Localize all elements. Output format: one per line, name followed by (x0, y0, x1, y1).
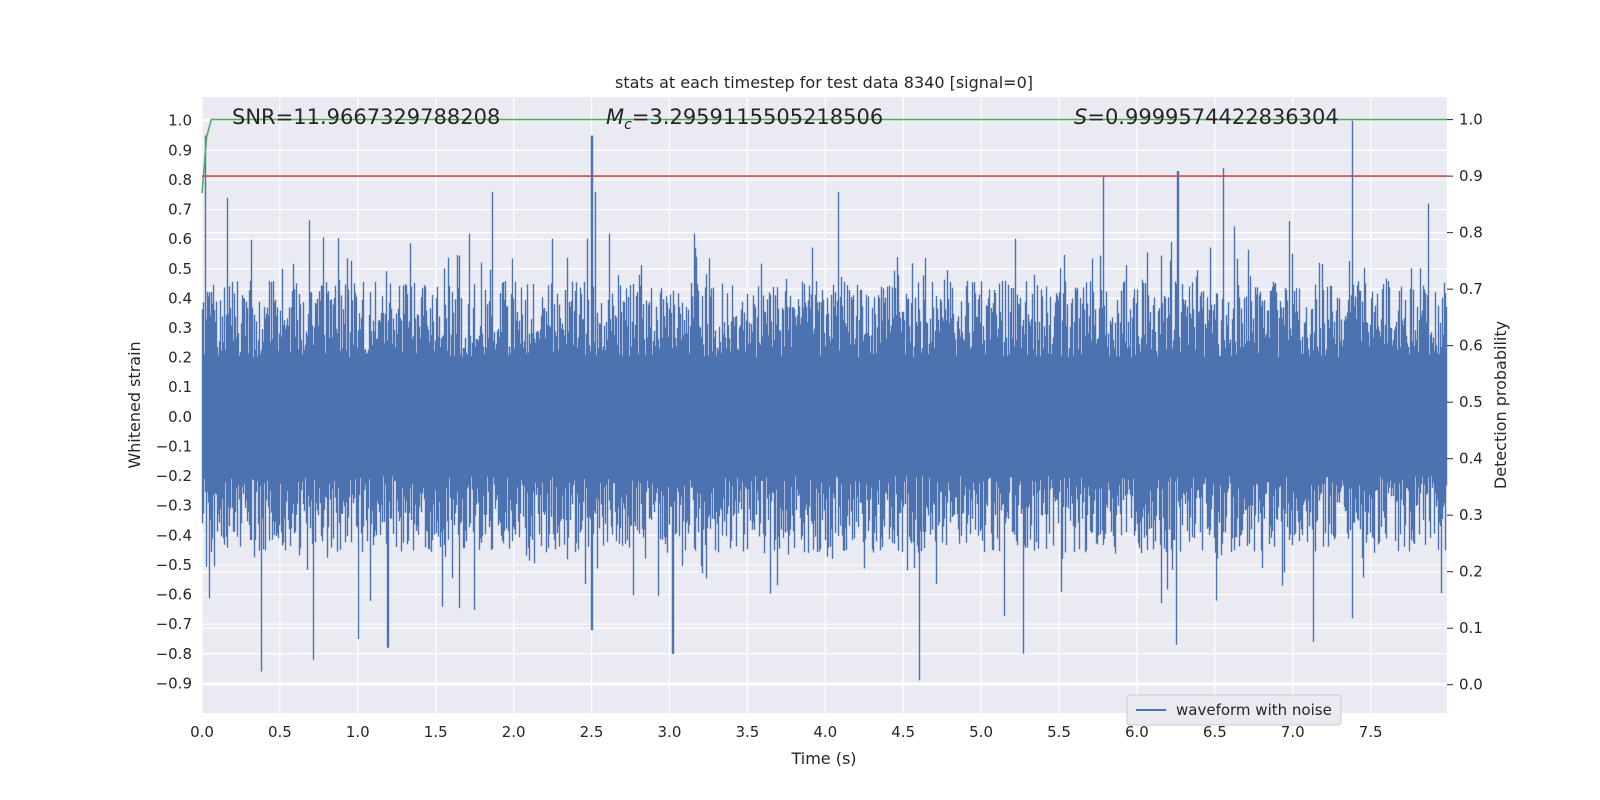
chart-title: stats at each timestep for test data 834… (615, 73, 1033, 92)
mc-value: =3.2959115505218506 (632, 105, 883, 129)
snr-annotation: SNR=11.9667329788208 (232, 105, 500, 129)
x-tick-label: 5.5 (1047, 723, 1071, 741)
x-tick-label: 7.5 (1359, 723, 1383, 741)
y-left-tick-label: 0.2 (168, 349, 192, 367)
x-tick-label: 7.0 (1281, 723, 1305, 741)
mc-subscript: c (624, 117, 632, 133)
mc-symbol: M (606, 105, 624, 129)
plot-area (201, 118, 1448, 681)
y-left-tick-label: 0.4 (168, 289, 192, 307)
waveform-series (201, 120, 1448, 681)
x-tick-label: 0.5 (268, 723, 292, 741)
x-tick-label: 1.5 (424, 723, 448, 741)
y-right-tick-label: 0.8 (1459, 224, 1483, 242)
y-left-tick-label: −0.8 (156, 645, 192, 663)
y-left-tick-label: 0.6 (168, 230, 192, 248)
y-left-tick-label: −0.4 (156, 526, 192, 544)
s-symbol: S (1074, 105, 1087, 129)
y-left-tick-label: 0.3 (168, 319, 192, 337)
y-right-tick-label: 0.7 (1459, 280, 1483, 298)
x-tick-label: 5.0 (969, 723, 993, 741)
detection-probability-line (201, 118, 1447, 194)
y-axis-label-right: Detection probability (1491, 321, 1510, 489)
y-left-tick-label: 0.9 (168, 141, 192, 159)
y-left-tick-label: 0.7 (168, 201, 192, 219)
x-tick-label: 2.5 (580, 723, 604, 741)
y-left-tick-label: 1.0 (168, 112, 192, 130)
y-right-tick-label: 0.6 (1459, 337, 1483, 355)
y-left-tick-label: 0.1 (168, 378, 192, 396)
x-tick-label: 4.5 (891, 723, 915, 741)
y-left-tick-label: −0.5 (156, 556, 192, 574)
x-tick-label: 4.0 (813, 723, 837, 741)
x-tick-label: 1.0 (346, 723, 370, 741)
y-left-tick-label: −0.6 (156, 586, 192, 604)
y-left-tick-label: −0.3 (156, 497, 192, 515)
s-value: =0.9999574422836304 (1087, 105, 1338, 129)
y-axis-label-left: Whitened strain (125, 341, 144, 468)
x-tick-label: 0.0 (190, 723, 214, 741)
axes: 0.0 0.5 1.0 1.5 2.0 2.5 3.0 3.5 4.0 4.5 5.0 5.5 6.0 6… (156, 111, 1483, 741)
legend: waveform with noise (1126, 694, 1342, 726)
y-right-tick-label: 0.3 (1459, 506, 1483, 524)
y-left-tick-label: 0.5 (168, 260, 192, 278)
y-left-tick-label: −0.9 (156, 674, 192, 692)
y-left-tick-label: −0.7 (156, 615, 192, 633)
y-right-tick-label: 1.0 (1459, 111, 1483, 129)
y-right-tick-label: 0.1 (1459, 619, 1483, 637)
y-left-tick-label: −0.2 (156, 467, 192, 485)
y-left-tick-label: −0.1 (156, 437, 192, 455)
y-right-tick-label: 0.5 (1459, 393, 1483, 411)
y-right-tick-label: 0.2 (1459, 563, 1483, 581)
s-annotation: S=0.9999574422836304 (1074, 105, 1339, 129)
legend-box (1126, 694, 1342, 726)
x-axis-label: Time (s) (790, 749, 856, 768)
y-right-tick-label: 0.0 (1459, 676, 1483, 694)
x-tick-label: 6.5 (1203, 723, 1227, 741)
y-left-tick-label: 0.0 (168, 408, 192, 426)
y-right-tick-label: 0.4 (1459, 450, 1483, 468)
y-right-tick-label: 0.9 (1459, 167, 1483, 185)
x-tick-label: 6.0 (1125, 723, 1149, 741)
x-tick-label: 3.5 (735, 723, 759, 741)
legend-entry: waveform with noise (1176, 701, 1332, 719)
y-left-tick-label: 0.8 (168, 171, 192, 189)
x-tick-label: 3.0 (658, 723, 682, 741)
mc-annotation: Mc=3.2959115505218506 (606, 105, 883, 133)
x-tick-label: 2.0 (502, 723, 526, 741)
